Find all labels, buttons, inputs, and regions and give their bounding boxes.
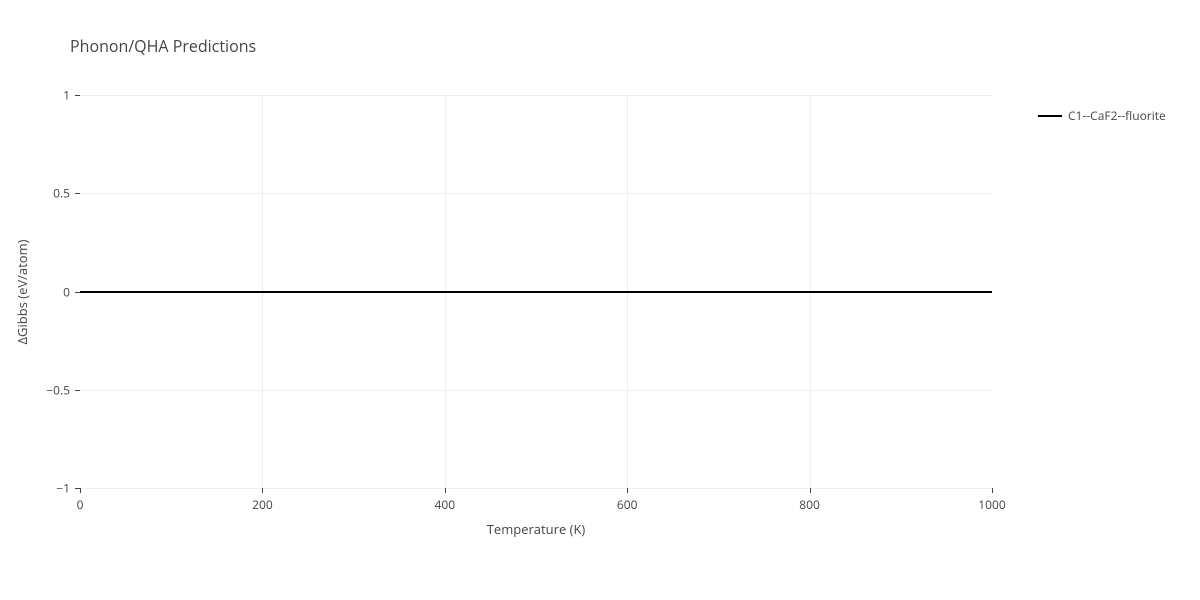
y-tick-label: −0.5 (46, 381, 70, 398)
x-tick-label: 0 (77, 496, 84, 513)
x-tick-label: 600 (617, 496, 638, 513)
y-tick-mark (75, 488, 80, 489)
y-tick-label: 1 (63, 87, 70, 104)
chart-container: Phonon/QHA Predictions Temperature (K) Δ… (0, 0, 1200, 600)
x-axis-label: Temperature (K) (487, 520, 586, 538)
legend[interactable]: C1--CaF2--fluorite (1038, 107, 1166, 124)
y-tick-label: 0.5 (53, 185, 70, 202)
x-tick-mark (262, 488, 263, 493)
plot-area (80, 95, 992, 488)
x-tick-mark (627, 488, 628, 493)
y-tick-label: 0 (63, 283, 70, 300)
x-tick-label: 1000 (978, 496, 1005, 513)
series-line[interactable] (80, 291, 992, 293)
gridline-horizontal (80, 193, 992, 194)
y-tick-label: −1 (56, 480, 70, 497)
x-tick-label: 400 (435, 496, 456, 513)
x-tick-mark (992, 488, 993, 493)
y-tick-mark (75, 193, 80, 194)
y-tick-mark (75, 292, 80, 293)
y-tick-mark (75, 95, 80, 96)
gridline-horizontal (80, 95, 992, 96)
x-tick-mark (810, 488, 811, 493)
chart-title: Phonon/QHA Predictions (70, 35, 256, 57)
legend-swatch (1038, 115, 1062, 117)
x-tick-mark (80, 488, 81, 493)
x-tick-label: 800 (799, 496, 820, 513)
y-axis-label: ΔGibbs (eV/atom) (13, 239, 31, 344)
gridline-horizontal (80, 488, 992, 489)
gridline-horizontal (80, 390, 992, 391)
legend-label: C1--CaF2--fluorite (1068, 107, 1166, 124)
x-tick-mark (445, 488, 446, 493)
x-tick-label: 200 (252, 496, 273, 513)
y-tick-mark (75, 390, 80, 391)
